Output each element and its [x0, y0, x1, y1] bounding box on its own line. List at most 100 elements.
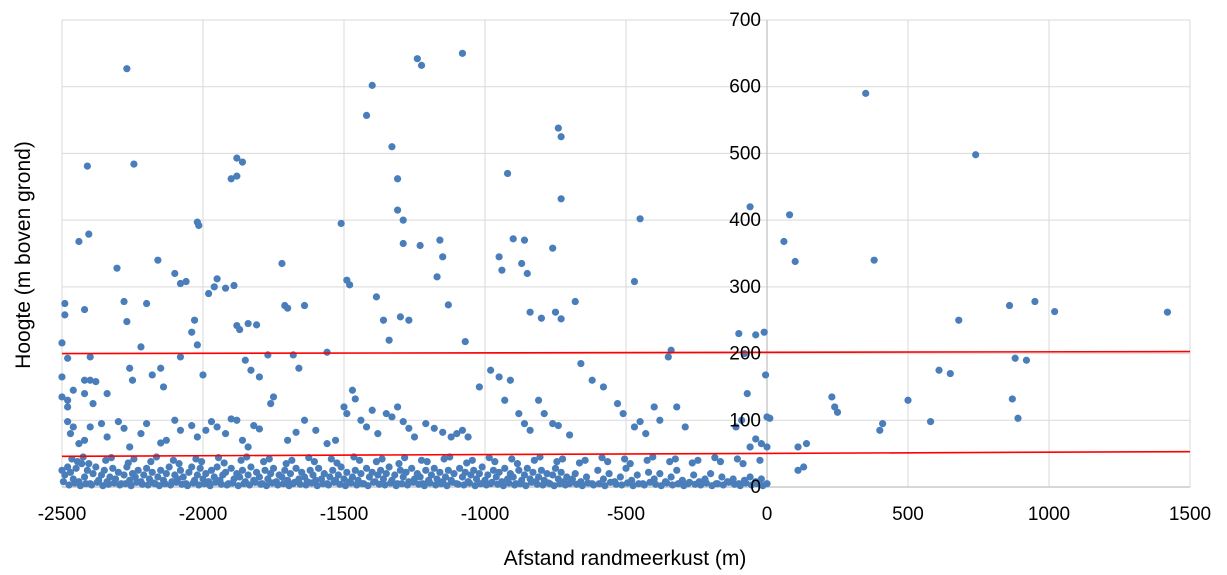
data-point — [255, 473, 263, 481]
data-point — [426, 479, 434, 487]
data-point — [83, 466, 91, 474]
y-tick-label: 0 — [750, 477, 761, 498]
data-point — [355, 456, 364, 464]
data-point — [1011, 354, 1019, 362]
data-point — [494, 480, 502, 488]
data-point — [955, 316, 963, 324]
data-point — [935, 366, 943, 374]
data-point — [100, 466, 108, 474]
x-tick-label: -500 — [607, 504, 645, 525]
data-point — [612, 480, 620, 488]
data-point — [364, 482, 372, 490]
data-point — [736, 482, 744, 490]
data-point — [372, 293, 381, 301]
data-point — [649, 453, 657, 461]
data-point — [557, 195, 565, 203]
data-point — [353, 481, 361, 489]
data-point — [143, 464, 151, 472]
data-point — [549, 471, 557, 479]
data-points — [58, 49, 1172, 490]
data-point — [685, 478, 694, 486]
data-point — [444, 466, 452, 474]
data-point — [794, 443, 802, 451]
data-point — [475, 470, 483, 478]
data-point — [581, 456, 589, 464]
data-point — [343, 410, 351, 418]
data-point — [227, 175, 235, 183]
data-point — [759, 482, 767, 490]
data-point — [511, 481, 519, 489]
data-point — [470, 466, 478, 474]
y-axis-title: Hoogte (m boven grond) — [12, 141, 35, 369]
data-point — [1005, 301, 1014, 310]
data-point — [368, 81, 376, 89]
data-point — [86, 353, 94, 361]
data-point — [221, 468, 230, 476]
data-point — [126, 443, 134, 451]
data-point — [495, 253, 503, 261]
data-point — [388, 143, 396, 151]
data-point — [340, 475, 348, 483]
data-point — [708, 482, 716, 490]
data-point — [252, 321, 261, 329]
data-point — [505, 479, 513, 487]
data-point — [327, 455, 335, 463]
data-point — [312, 426, 320, 434]
data-point — [114, 468, 122, 476]
data-point — [536, 453, 544, 461]
data-point — [566, 431, 574, 439]
data-point — [926, 418, 935, 426]
data-point — [831, 403, 839, 411]
data-point — [64, 463, 72, 471]
data-point — [207, 466, 216, 474]
data-point — [154, 256, 162, 264]
data-point — [588, 376, 596, 384]
data-point — [440, 455, 448, 463]
data-point — [348, 386, 357, 394]
data-point — [495, 468, 503, 476]
data-point — [757, 440, 765, 448]
data-point — [444, 301, 452, 309]
data-point — [598, 454, 606, 462]
data-point — [1163, 308, 1172, 316]
data-point — [157, 364, 165, 372]
data-point — [331, 436, 340, 444]
x-tick-label: 1000 — [1028, 504, 1070, 525]
data-point — [417, 61, 426, 69]
data-point — [636, 215, 644, 223]
data-point — [284, 436, 292, 444]
data-point — [752, 435, 760, 443]
data-point — [516, 480, 524, 488]
data-point — [599, 383, 608, 391]
data-point — [89, 400, 97, 408]
data-point — [362, 111, 371, 120]
data-point — [757, 475, 765, 483]
data-point — [716, 458, 725, 466]
data-point — [761, 371, 770, 379]
data-point — [93, 478, 101, 486]
data-point — [337, 219, 345, 228]
data-point — [236, 325, 244, 334]
data-point — [324, 481, 333, 489]
data-point — [399, 239, 407, 248]
data-point — [643, 456, 651, 464]
data-point — [123, 65, 131, 73]
data-point — [295, 364, 303, 372]
data-point — [972, 151, 980, 159]
data-point — [116, 481, 124, 489]
data-point — [478, 463, 486, 471]
data-point — [269, 393, 278, 401]
data-point — [313, 482, 321, 490]
data-point — [471, 482, 479, 490]
data-point — [556, 480, 564, 488]
data-point — [719, 481, 727, 489]
data-point — [268, 479, 276, 487]
data-point — [192, 455, 200, 463]
data-point — [179, 473, 187, 481]
data-point — [557, 315, 565, 323]
data-point — [575, 459, 584, 467]
data-point — [128, 376, 137, 384]
data-point — [746, 443, 754, 451]
data-point — [269, 464, 278, 472]
data-point — [465, 479, 474, 487]
